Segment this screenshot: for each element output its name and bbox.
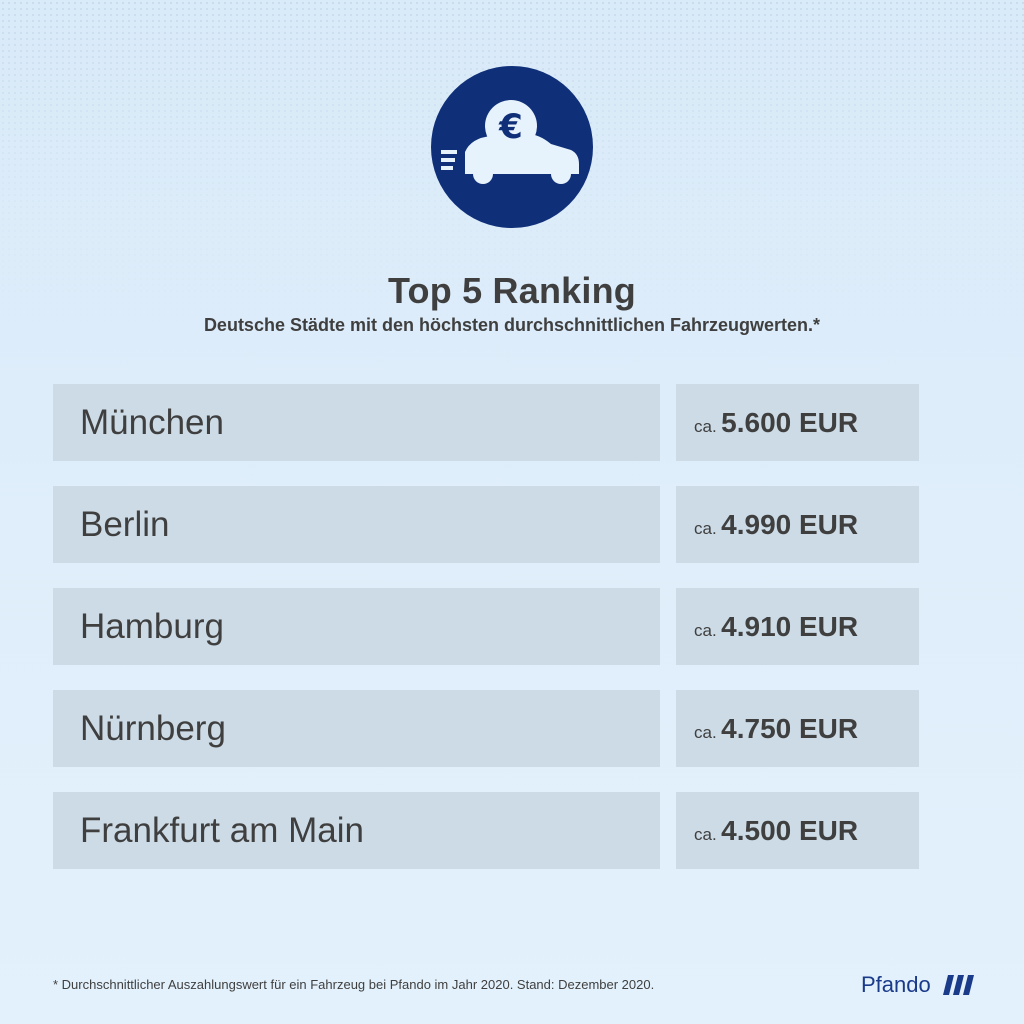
value-amount: 4.990 EUR <box>721 508 859 540</box>
city-name: München <box>80 402 224 442</box>
ranking-row: München ca. 5.600 EUR <box>53 384 919 461</box>
value-prefix: ca. <box>694 416 717 436</box>
city-box: München <box>53 384 660 461</box>
value-prefix: ca. <box>694 824 717 844</box>
value-prefix: ca. <box>694 518 717 538</box>
brand-logo: Pfando <box>861 972 977 998</box>
ranking-row: Berlin ca. 4.990 EUR <box>53 486 919 563</box>
value-prefix: ca. <box>694 620 717 640</box>
value-box: ca. 4.750 EUR <box>676 690 919 767</box>
value-box: ca. 4.500 EUR <box>676 792 919 869</box>
value-box: ca. 4.910 EUR <box>676 588 919 665</box>
value-amount: 5.600 EUR <box>721 406 859 438</box>
page-subtitle: Deutsche Städte mit den höchsten durchsc… <box>203 315 821 335</box>
slashes-logo-icon <box>942 975 974 995</box>
city-box: Frankfurt am Main <box>53 792 660 869</box>
footnote: * Durchschnittlicher Auszahlungswert für… <box>53 977 655 992</box>
page-title: Top 5 Ranking <box>388 270 636 311</box>
brand-name: Pfando <box>861 972 931 997</box>
city-name: Frankfurt am Main <box>80 810 364 850</box>
value-amount: 4.750 EUR <box>721 712 859 744</box>
city-name: Nürnberg <box>80 708 226 748</box>
city-box: Berlin <box>53 486 660 563</box>
value-text: ca. 4.750 EUR <box>694 713 858 745</box>
value-amount: 4.910 EUR <box>721 610 859 642</box>
value-box: ca. 5.600 EUR <box>676 384 919 461</box>
ranking-row: Hamburg ca. 4.910 EUR <box>53 588 919 665</box>
svg-text:€: € <box>498 107 523 147</box>
value-prefix: ca. <box>694 722 717 742</box>
value-amount: 4.500 EUR <box>721 814 859 846</box>
value-box: ca. 4.990 EUR <box>676 486 919 563</box>
city-name: Hamburg <box>80 606 224 646</box>
city-name: Berlin <box>80 504 170 544</box>
value-text: ca. 4.910 EUR <box>694 611 858 643</box>
value-text: ca. 5.600 EUR <box>694 407 858 439</box>
value-text: ca. 4.990 EUR <box>694 509 858 541</box>
city-box: Hamburg <box>53 588 660 665</box>
car-euro-icon: € <box>431 66 593 228</box>
ranking-row: Frankfurt am Main ca. 4.500 EUR <box>53 792 919 869</box>
value-text: ca. 4.500 EUR <box>694 815 858 847</box>
ranking-row: Nürnberg ca. 4.750 EUR <box>53 690 919 767</box>
city-box: Nürnberg <box>53 690 660 767</box>
